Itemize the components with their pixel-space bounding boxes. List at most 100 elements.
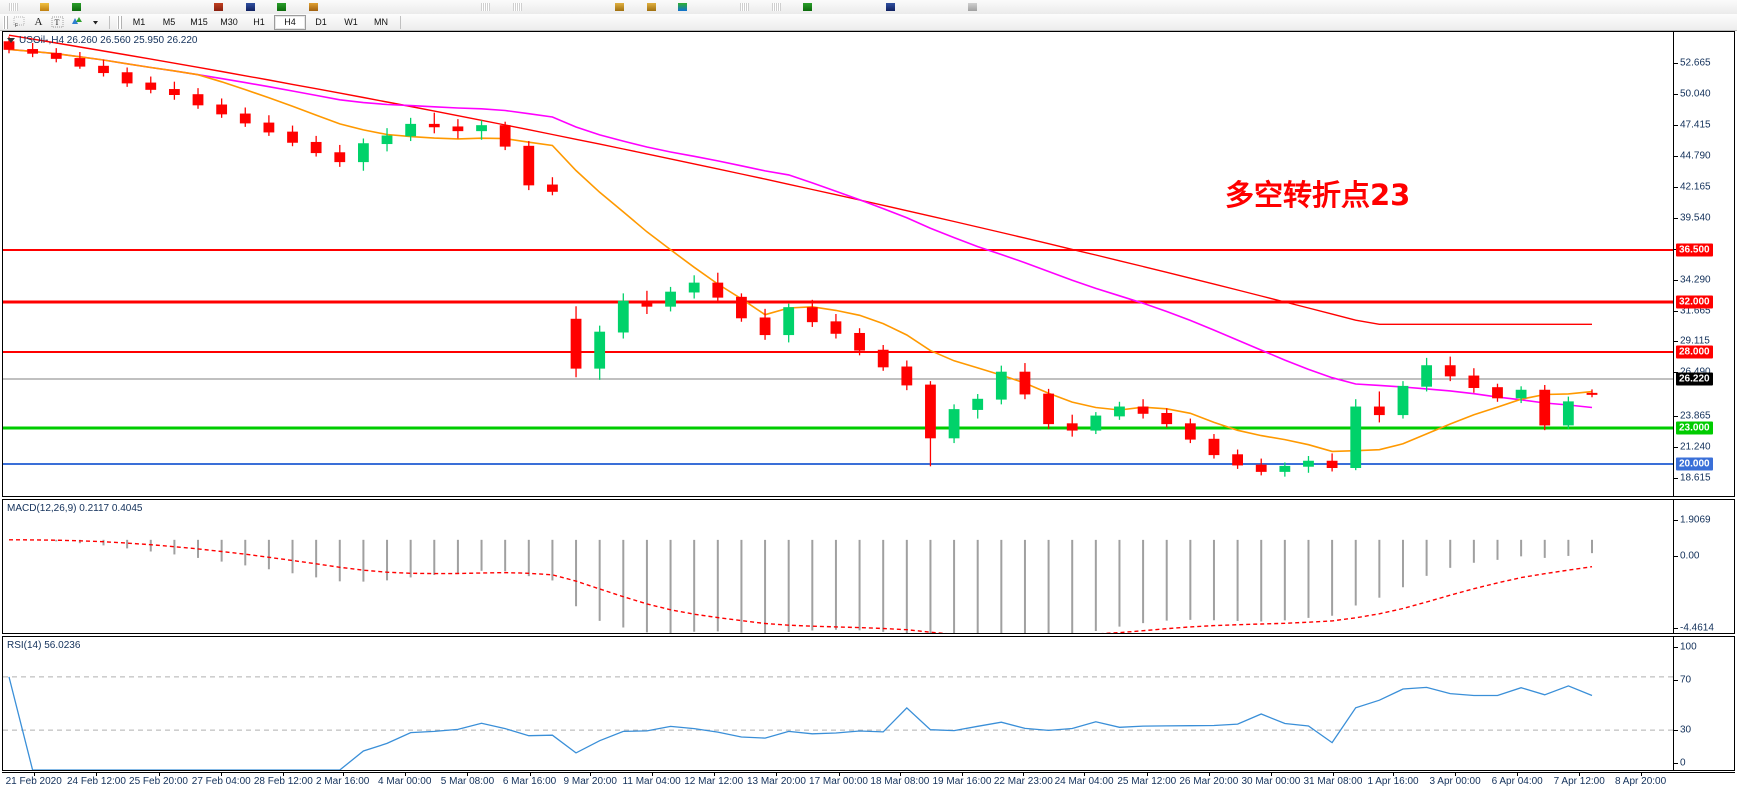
timeframe-m15[interactable]: M15 <box>190 17 208 27</box>
rsi-tick-label: 30 <box>1680 724 1692 736</box>
macd-plot[interactable] <box>3 500 1674 633</box>
candle <box>216 98 228 118</box>
rsi-line <box>8 676 1593 770</box>
candle <box>381 128 393 152</box>
candle <box>972 394 984 419</box>
toolbar-icon-9[interactable] <box>512 3 522 11</box>
timeframe-h1[interactable]: H1 <box>253 17 265 27</box>
candle <box>263 115 275 136</box>
candle <box>1326 453 1338 472</box>
timeframe-h4[interactable]: H4 <box>274 14 306 30</box>
toolbar-icon-13[interactable] <box>740 3 750 11</box>
time-tick-mark <box>1146 773 1148 776</box>
candle <box>239 107 251 127</box>
toolbar-grip-icon[interactable] <box>3 15 8 29</box>
candle <box>428 112 440 134</box>
candle <box>358 138 369 171</box>
price-series-svg <box>3 34 1674 477</box>
candle <box>1350 399 1362 471</box>
time-tick-label: 1 Apr 16:00 <box>1367 776 1419 787</box>
time-tick-label: 25 Mar 12:00 <box>1117 776 1177 787</box>
price-tick-label: 26.490 <box>1680 367 1711 378</box>
candle <box>1586 389 1598 398</box>
toolbar-timeframes[interactable]: F A T M1 M5 M15 M30 H1 H4 D1 <box>0 14 1737 31</box>
macd-axis[interactable]: 1.9069 0.00 -4.4614 <box>1673 500 1734 634</box>
price-level-label[interactable]: 28.000 <box>1676 345 1713 359</box>
timeframe-m30[interactable]: M30 <box>220 17 238 27</box>
time-tick-mark <box>590 773 592 776</box>
chevron-down-icon[interactable] <box>7 38 15 43</box>
price-level-label[interactable]: 23.000 <box>1676 421 1713 435</box>
price-level-label[interactable]: 36.500 <box>1676 243 1713 257</box>
time-tick-label: 9 Mar 20:00 <box>563 776 617 787</box>
time-tick-label: 8 Apr 20:00 <box>1615 776 1667 787</box>
timeframe-mn[interactable]: MN <box>374 17 388 27</box>
rsi-tick-label: 0 <box>1680 757 1686 769</box>
toolbar-icon-3[interactable] <box>71 3 81 11</box>
toolbar-separator-2 <box>400 15 401 29</box>
time-tick-label: 11 Mar 04:00 <box>622 776 681 787</box>
macd-tick-label: 0.00 <box>1680 550 1700 562</box>
toolbar-icon-1[interactable] <box>9 3 18 11</box>
macd-panel[interactable]: MACD(12,26,9) 0.2117 0.4045 1.9069 0.00 -4… <box>2 499 1735 634</box>
rsi-panel[interactable]: RSI(14) 56.0236 100 70 30 0 <box>2 636 1735 771</box>
candle <box>1397 381 1409 419</box>
price-level-label[interactable]: 32.000 <box>1676 295 1713 309</box>
objects-icon[interactable] <box>67 15 86 29</box>
macd-series-svg <box>8 539 1593 633</box>
rsi-tick-mark <box>1674 647 1678 648</box>
label-tool-icon[interactable]: T <box>48 15 67 29</box>
candle <box>901 360 913 391</box>
timeframe-d1[interactable]: D1 <box>315 17 327 27</box>
time-tick-mark <box>1208 773 1210 776</box>
rsi-tick-mark <box>1674 730 1678 731</box>
toolbar-icon-11[interactable] <box>646 3 656 11</box>
timeframe-m5[interactable]: M5 <box>162 17 176 27</box>
candle <box>948 404 960 444</box>
time-axis[interactable]: 21 Feb 2020 24 Feb 12:00 25 Feb 20:00 27 Fe… <box>2 772 1735 795</box>
price-tick-label: 34.290 <box>1680 274 1711 286</box>
price-level-label[interactable]: 20.000 <box>1676 457 1713 471</box>
timeframe-m1[interactable]: M1 <box>132 17 146 27</box>
toolbar-icon-7[interactable] <box>308 3 318 11</box>
timeframe-grip-icon[interactable] <box>117 15 122 29</box>
rsi-plot[interactable] <box>3 637 1674 770</box>
price-tick-mark <box>1674 416 1678 417</box>
price-tick-label: 21.240 <box>1680 441 1711 453</box>
ma-fast-orange <box>8 48 1593 453</box>
toolbar-icon-15[interactable] <box>803 3 813 11</box>
candle <box>1137 399 1149 419</box>
candle <box>594 325 606 380</box>
macd-tick-label: -4.4614 <box>1680 622 1714 634</box>
price-axis[interactable]: 52.66550.04047.41544.79042.16539.54036.9… <box>1673 32 1734 496</box>
text-tool-icon[interactable]: A <box>34 16 43 28</box>
toolbar-icon-12[interactable] <box>677 3 687 11</box>
price-panel[interactable]: USOil-,H4 26.260 26.560 25.950 26.220 52… <box>2 31 1735 497</box>
toolbar-top-strip[interactable] <box>0 0 1737 15</box>
time-tick-mark <box>96 773 98 776</box>
toolbar-icon-10[interactable] <box>615 3 625 11</box>
candle <box>759 308 771 340</box>
toolbar-icon-4[interactable] <box>214 3 224 11</box>
price-tick-label: 52.665 <box>1680 57 1711 69</box>
toolbar-icon-14[interactable] <box>771 3 781 11</box>
rsi-axis[interactable]: 100 70 30 0 <box>1673 637 1734 770</box>
crosshair-icon[interactable]: F <box>10 15 29 29</box>
toolbar-icon-2[interactable] <box>40 3 50 11</box>
time-tick-label: 31 Mar 08:00 <box>1303 776 1363 787</box>
price-plot[interactable] <box>3 32 1674 496</box>
toolbar-icon-6[interactable] <box>277 3 287 11</box>
time-tick-mark <box>651 773 653 776</box>
toolbar-icon-8[interactable] <box>481 3 491 11</box>
time-tick-mark <box>1023 773 1025 776</box>
toolbar-icon-5[interactable] <box>245 3 255 11</box>
toolbar-icon-16[interactable] <box>885 3 895 11</box>
toolbar-icon-17[interactable] <box>968 3 978 11</box>
timeframe-w1[interactable]: W1 <box>344 17 358 27</box>
time-tick-label: 22 Mar 23:00 <box>993 776 1053 787</box>
price-level-label[interactable]: 26.220 <box>1676 372 1713 386</box>
chevron-down-icon[interactable] <box>86 15 105 29</box>
candle <box>74 52 86 69</box>
symbol-info-bar: USOil-,H4 26.260 26.560 25.950 26.220 <box>7 35 197 46</box>
time-tick-mark <box>713 773 715 776</box>
